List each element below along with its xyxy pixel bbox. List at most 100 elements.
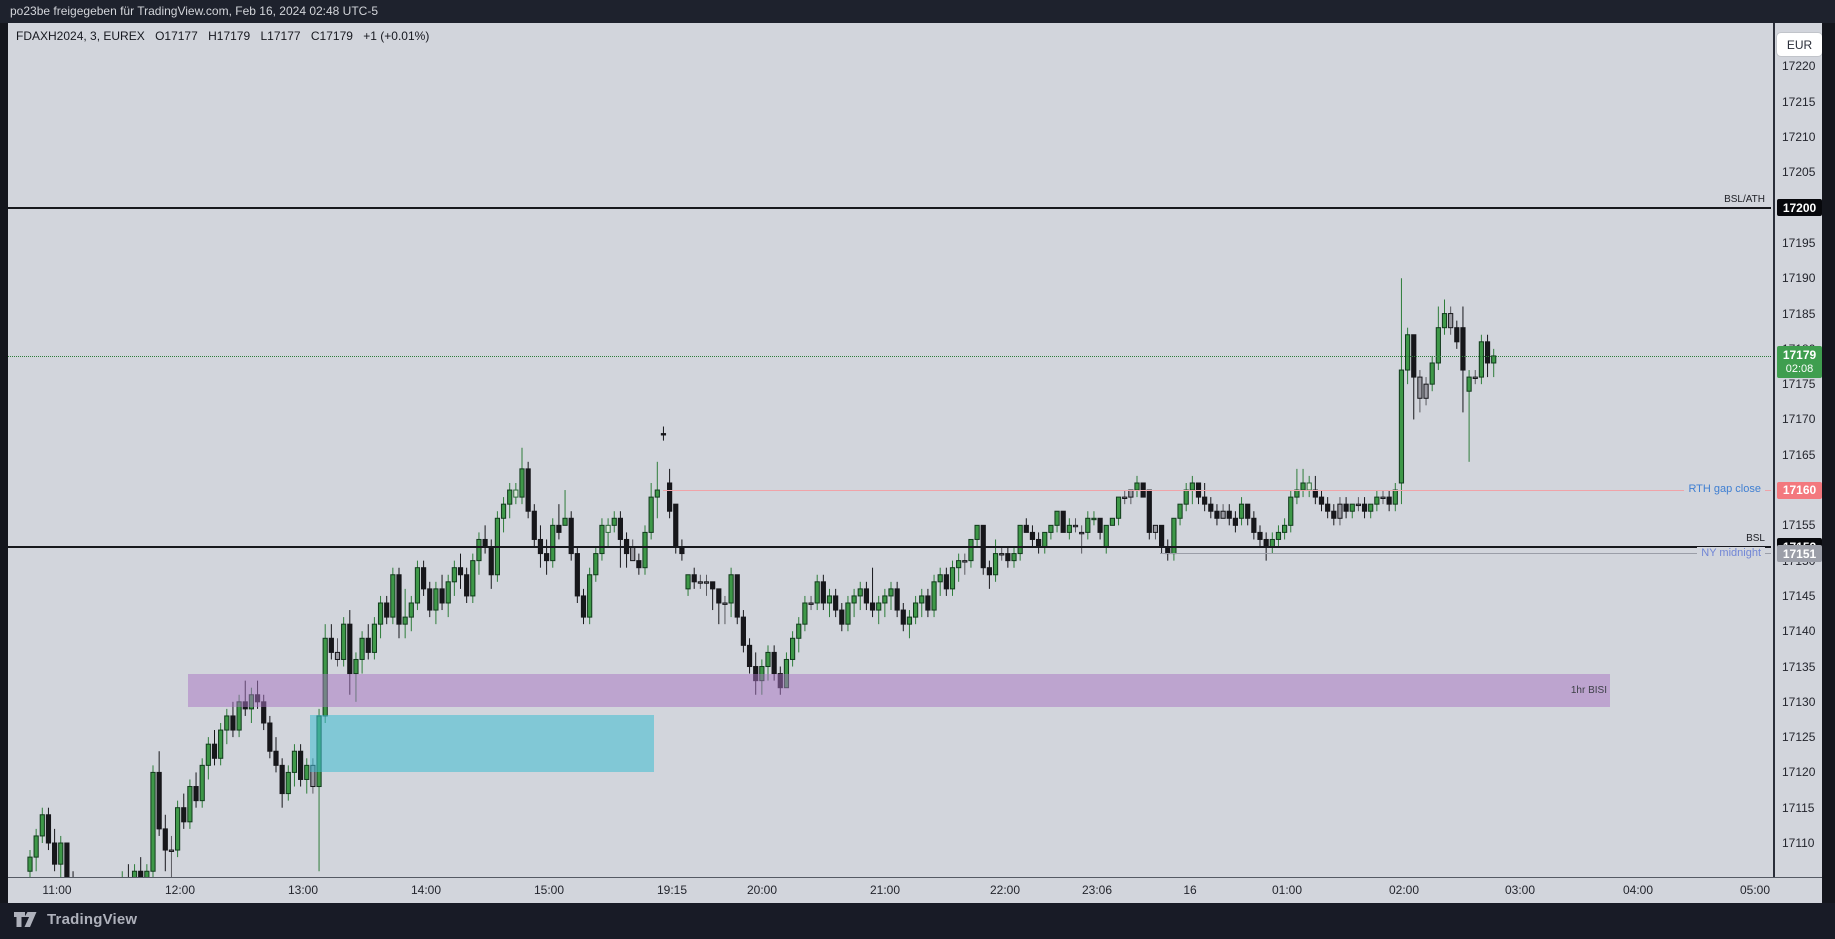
candle [611, 511, 617, 533]
candle [691, 567, 697, 589]
candle [427, 581, 433, 618]
time-tick-label: 14:00 [410, 883, 442, 897]
candle [334, 638, 341, 667]
candle [150, 765, 156, 877]
candle [39, 807, 45, 843]
candle [980, 524, 986, 575]
candle [790, 631, 796, 667]
candle [1478, 334, 1485, 385]
time-tick-label: 13:00 [287, 883, 319, 897]
legend-symbol: FDAXH2024, 3, EUREX [16, 29, 145, 43]
candle [919, 588, 925, 618]
candle [654, 461, 660, 519]
candle [439, 574, 445, 611]
price-badge-ny-midnight: 17151 [1777, 545, 1822, 563]
candle [500, 497, 507, 533]
candle [913, 595, 919, 625]
candle [1005, 546, 1011, 568]
candle [746, 638, 753, 674]
candle [52, 828, 58, 872]
candle [814, 574, 820, 611]
candle [507, 482, 513, 519]
current-price-value: 17179 [1782, 347, 1817, 362]
time-axis[interactable]: 11:00 12:00 13:00 14:00 15:00 19:15 20:00 21:00… [8, 877, 1822, 903]
candle [1411, 334, 1417, 420]
price-tick-label: 17120 [1782, 765, 1816, 780]
symbol-legend[interactable]: FDAXH2024, 3, EUREX O17177 H17179 L17177… [16, 29, 436, 43]
candle [943, 567, 949, 596]
candle [1374, 490, 1380, 512]
level-line-ny-midnight [1160, 553, 1771, 555]
candle [224, 708, 230, 745]
candle [716, 588, 722, 625]
candle [33, 828, 39, 872]
candle [710, 581, 716, 611]
candle [1017, 524, 1023, 561]
candle [839, 602, 845, 632]
level-line-bsl [8, 545, 1771, 548]
candle [851, 588, 857, 618]
candle [999, 546, 1005, 561]
candle [1171, 517, 1177, 561]
candle [181, 793, 187, 829]
time-tick-label: 04:00 [1622, 883, 1654, 897]
candle [1368, 503, 1374, 519]
candle [1122, 490, 1128, 505]
candle [679, 539, 685, 561]
candle-countdown: 02:08 [1785, 362, 1814, 375]
candle [273, 737, 279, 773]
price-tick-label: 17195 [1782, 235, 1816, 250]
candle [1386, 490, 1392, 512]
candle [734, 574, 740, 625]
time-tick-label: 12:00 [164, 883, 196, 897]
candle [1417, 370, 1423, 413]
candle [205, 737, 211, 780]
candle [1441, 299, 1448, 335]
candle [384, 595, 390, 625]
candle [1355, 497, 1362, 512]
candle [882, 588, 888, 618]
candle [531, 504, 537, 547]
price-axis[interactable]: EUR 17179 02:08 17220 17215 17210 17205 1720… [1773, 23, 1822, 877]
candle [1429, 355, 1435, 392]
candle [556, 504, 562, 540]
candle [1208, 497, 1214, 519]
candle [445, 574, 451, 618]
candle [888, 581, 894, 611]
candle [1214, 504, 1220, 526]
candle [623, 532, 630, 568]
candle [1294, 468, 1300, 505]
tradingview-logo[interactable]: TradingView [14, 911, 137, 928]
candle [377, 595, 384, 639]
candle [1109, 517, 1116, 526]
price-badge-rth-gap-close: 17160 [1777, 481, 1822, 499]
candle [187, 779, 193, 829]
candle [1331, 504, 1337, 526]
candle [1159, 524, 1165, 554]
candle [1085, 511, 1091, 540]
candle [1269, 532, 1275, 554]
candle [1226, 504, 1232, 526]
candle [1238, 497, 1245, 526]
legend-high: H17179 [208, 29, 251, 43]
candle [605, 518, 611, 547]
currency-button[interactable]: EUR [1777, 33, 1822, 56]
time-tick-label: 19:15 [656, 883, 688, 897]
candle [974, 524, 980, 547]
candle [193, 772, 199, 808]
price-tick-label: 17115 [1782, 800, 1815, 815]
candle [1337, 497, 1343, 526]
price-tick-label: 17215 [1782, 94, 1816, 109]
candle [328, 624, 334, 660]
candle [568, 511, 574, 561]
time-tick-label: 11:00 [42, 883, 72, 897]
price-tick-label: 17205 [1782, 165, 1816, 180]
candle [857, 581, 863, 611]
chart-plot-area[interactable]: BSL/ATH RTH gap close BSL NY midnight 1hr BI… [8, 23, 1771, 877]
candle [1380, 490, 1386, 505]
candle [648, 482, 654, 540]
candle [869, 567, 876, 618]
time-tick-label: 23:06 [1081, 883, 1113, 897]
time-tick-label: 15:00 [533, 883, 565, 897]
candlestick-series [27, 278, 1497, 877]
